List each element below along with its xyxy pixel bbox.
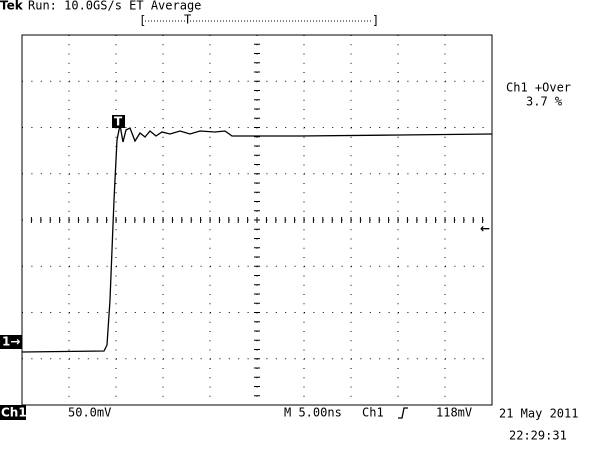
trigger-slope: [398, 407, 408, 419]
channel-marker: 1→: [2, 335, 20, 349]
record-bracket-left: [: [139, 14, 146, 28]
footer-scale: 50.0mV: [68, 406, 111, 420]
footer-trigger-level: 118mV: [436, 406, 472, 420]
footer-channel-box: [0, 405, 26, 420]
footer-date: 21 May 2011: [499, 407, 578, 421]
footer-timebase: M 5.00ns: [284, 406, 342, 420]
measurement-value: 3.7 %: [526, 95, 563, 109]
record-trigger: T: [184, 13, 191, 27]
trigger-marker: T: [114, 115, 123, 129]
measurement-label: Ch1 +Over: [506, 81, 571, 95]
footer-trigger-source: Ch1: [362, 406, 384, 420]
waveform: [21, 124, 493, 353]
brand: Tek: [0, 0, 24, 13]
channel-marker-box: [0, 335, 22, 349]
graticule: [21, 34, 493, 406]
footer-time: 22:29:31: [509, 429, 567, 443]
footer-channel: Ch1: [1, 406, 27, 420]
graticule-border: [21, 34, 493, 406]
trigger-marker-box: [112, 115, 125, 128]
status: Run: 10.0GS/s ET Average: [28, 0, 201, 13]
level-arrow: ←: [480, 222, 490, 236]
record-bracket-right: ]: [372, 14, 379, 28]
